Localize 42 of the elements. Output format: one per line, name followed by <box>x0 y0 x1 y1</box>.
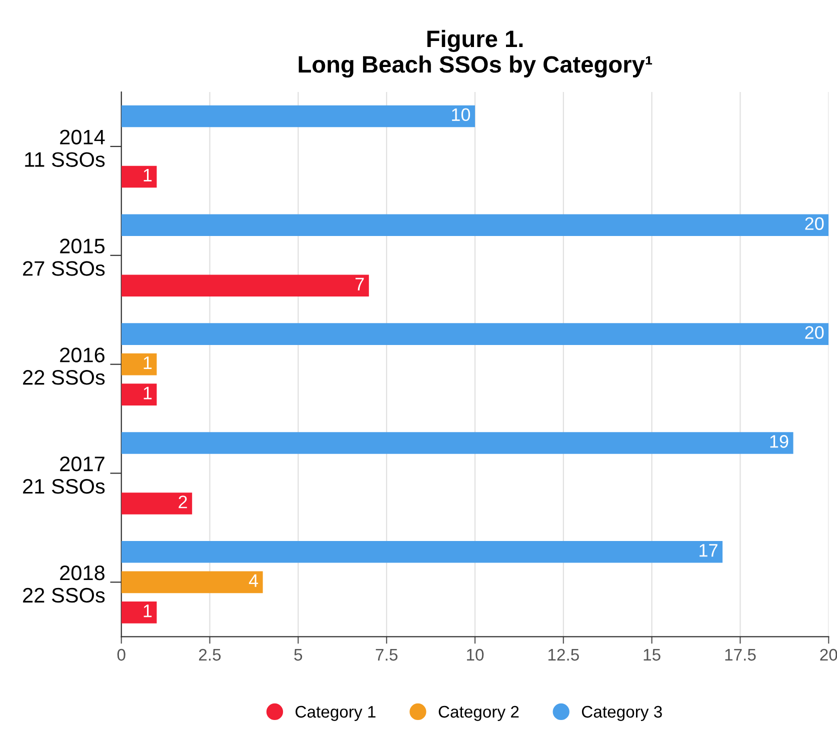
data-label: 2 <box>178 496 187 508</box>
y-tick-label: 2016 22 SSOs <box>23 348 105 385</box>
data-label: 1 <box>144 356 152 369</box>
data-label: 1 <box>144 168 152 182</box>
data-label: 19 <box>770 435 788 448</box>
bar <box>121 105 475 128</box>
bar <box>121 432 794 454</box>
legend-label: Category 2 <box>438 706 519 721</box>
x-tick-label: 17.5 <box>725 649 756 661</box>
x-tick-label: 12.5 <box>548 648 579 661</box>
x-tick-label: 2.5 <box>199 648 221 661</box>
data-label: 1 <box>144 604 152 618</box>
legend-label: Category 3 <box>582 706 662 721</box>
x-tick-label: 0 <box>117 648 126 661</box>
data-label: 20 <box>805 217 824 230</box>
bar <box>121 571 263 594</box>
bar <box>121 541 723 563</box>
data-label: 1 <box>144 386 152 400</box>
legend-label: Category 1 <box>296 706 376 721</box>
data-label: 10 <box>452 108 470 122</box>
y-tick-label: 2014 11 SSOs <box>25 130 105 167</box>
bar <box>121 166 157 188</box>
data-label: 7 <box>356 278 364 290</box>
bar <box>121 492 192 514</box>
x-tick-label: 15 <box>644 649 660 661</box>
x-tick-label: 10 <box>467 648 484 661</box>
y-tick-label: 2018 22 SSOs <box>23 565 105 603</box>
data-label: 20 <box>805 326 824 339</box>
x-tick-label: 7.5 <box>376 649 398 661</box>
data-label: 4 <box>248 574 258 587</box>
bar <box>121 323 829 345</box>
bar <box>121 353 157 376</box>
x-tick-label: 5 <box>294 649 302 661</box>
bar <box>121 384 157 406</box>
chart-title: Figure 1. Long Beach SSOs by Category¹ <box>298 30 652 78</box>
x-tick-label: 20 <box>820 648 837 661</box>
bar <box>121 602 157 624</box>
data-label: 17 <box>700 544 718 557</box>
y-tick-label: 2015 27 SSOs <box>23 238 105 276</box>
y-tick-label: 2017 21 SSOs <box>23 456 105 494</box>
bar <box>121 214 829 236</box>
bar <box>121 274 369 297</box>
